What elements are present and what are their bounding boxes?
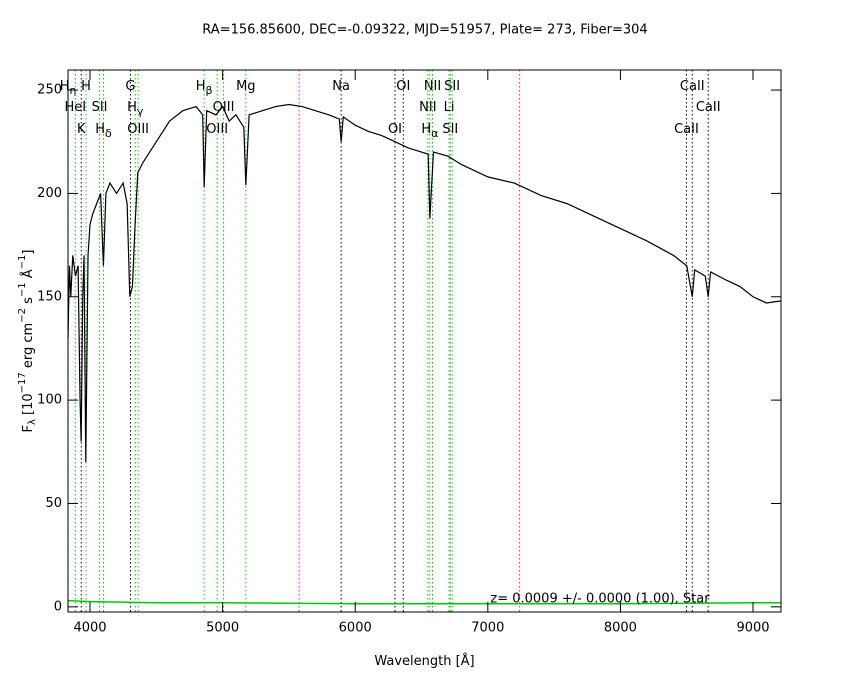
line-label-text: CaII: [696, 100, 721, 115]
line-label-text: K: [77, 122, 86, 137]
line-label-text: OIII: [127, 122, 149, 137]
line-label-text: CaII: [680, 79, 705, 94]
line-label-text: H: [60, 79, 70, 94]
line-label-text: H: [127, 100, 137, 115]
line-label-text: OI: [388, 122, 402, 137]
chart-title: RA=156.85600, DEC=-0.09322, MJD=51957, P…: [202, 23, 647, 38]
y-axis-label-part: −1: [17, 282, 28, 297]
x-tick-label: 6000: [339, 621, 372, 636]
line-label: OIII: [206, 122, 228, 137]
y-axis-label-part: F: [21, 425, 36, 432]
y-axis-label: Fλ [10−17 erg cm−2 s−1 Å−1]: [17, 250, 38, 433]
y-axis-label-part: −1: [17, 255, 28, 270]
line-label-text: Mg: [236, 79, 255, 94]
y-axis-label-part: erg cm: [21, 323, 36, 372]
y-tick-label: 200: [37, 186, 62, 201]
plot-frame: [67, 69, 782, 613]
x-tick-label: 8000: [604, 621, 637, 636]
y-axis-label-part: [10: [21, 393, 36, 419]
y-axis-label-part: −2: [17, 308, 28, 323]
line-label: Hα: [421, 122, 438, 141]
line-label-sub: δ: [105, 127, 112, 140]
line-label-text: H: [81, 79, 91, 94]
line-label-text: OIII: [206, 122, 228, 137]
line-label-text: HeI: [64, 100, 86, 115]
line-label: CaII: [674, 122, 699, 137]
line-label: SII: [442, 122, 458, 137]
line-label: Hδ: [95, 122, 112, 141]
y-tick-label: 50: [45, 496, 62, 511]
line-label-text: OIII: [213, 100, 235, 115]
line-label: Mg: [236, 79, 255, 94]
line-label-text: H: [95, 122, 105, 137]
line-label-text: CaII: [674, 122, 699, 137]
x-tick-label: 4000: [73, 621, 106, 636]
x-axis-label: Wavelength [Å]: [374, 653, 474, 669]
y-axis-label-part: Å: [20, 269, 36, 282]
line-label: OI: [388, 122, 402, 137]
line-label: Na: [332, 79, 350, 94]
line-label: HeI: [64, 100, 86, 115]
line-label: CaII: [696, 100, 721, 115]
line-label-text: NII: [424, 79, 441, 94]
line-label-sub: β: [206, 84, 213, 97]
line-label-text: Li: [444, 100, 455, 115]
line-label: CaII: [680, 79, 705, 94]
line-label: OIII: [213, 100, 235, 115]
line-label: K: [77, 122, 86, 137]
y-tick-label: 0: [54, 599, 62, 614]
line-label-sub: α: [431, 127, 438, 140]
line-label: OI: [396, 79, 410, 94]
line-label-sub: γ: [137, 105, 144, 118]
line-label-text: Na: [332, 79, 350, 94]
x-tick-label: 7000: [471, 621, 504, 636]
line-label: NII: [419, 100, 436, 115]
x-axis-label-part: Wavelength [Å]: [374, 653, 474, 669]
line-label: G: [125, 79, 135, 94]
line-label: Hβ: [196, 79, 213, 98]
y-axis-label-part: ]: [21, 250, 36, 255]
line-label-text: H: [421, 122, 431, 137]
x-tick-label: 5000: [206, 621, 239, 636]
y-tick-label: 100: [37, 393, 62, 408]
line-label: H: [81, 79, 91, 94]
series-line: [67, 103, 782, 463]
line-label: NII: [424, 79, 441, 94]
y-axis-label-part: s: [21, 297, 36, 308]
x-tick-label: 9000: [736, 621, 769, 636]
line-label-text: H: [196, 79, 206, 94]
y-tick-label: 150: [37, 289, 62, 304]
line-label-text: SII: [444, 79, 460, 94]
line-label-text: SII: [442, 122, 458, 137]
annotation: z= 0.0009 +/- 0.0000 (1.00), Star: [490, 592, 710, 607]
line-label-text: G: [125, 79, 135, 94]
line-label-text: OI: [396, 79, 410, 94]
y-axis-label-part: −17: [17, 372, 28, 393]
line-label: SII: [444, 79, 460, 94]
y-tick-label: 250: [37, 83, 62, 98]
y-axis-label-part: λ: [27, 419, 38, 425]
line-label: Li: [444, 100, 455, 115]
line-label: OIII: [127, 122, 149, 137]
line-label-text: NII: [419, 100, 436, 115]
line-label-text: SII: [92, 100, 108, 115]
line-label: Hγ: [127, 100, 144, 119]
line-label: SII: [92, 100, 108, 115]
